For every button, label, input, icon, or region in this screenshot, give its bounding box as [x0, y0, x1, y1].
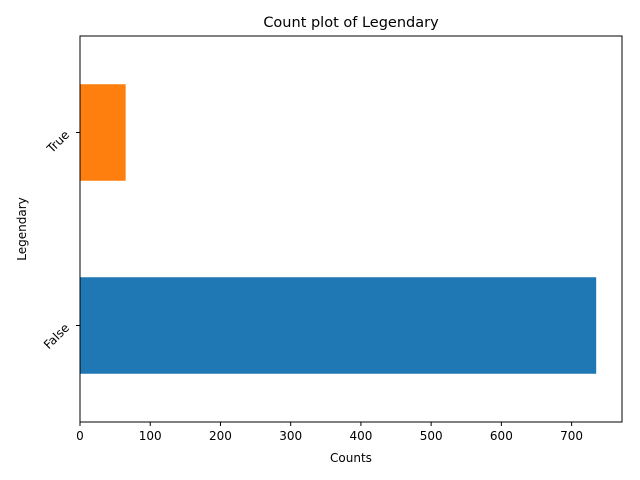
x-tick-label: 700 [560, 429, 583, 443]
x-tick-label: 100 [139, 429, 162, 443]
bars-group [80, 84, 597, 374]
x-tick-label: 400 [349, 429, 372, 443]
bar-true [80, 84, 126, 181]
chart-title: Count plot of Legendary [263, 15, 439, 31]
x-ticks-group: 0 100 200 300 400 500 600 700 [76, 422, 583, 443]
x-axis-label: Counts [330, 451, 372, 465]
bar-false [80, 277, 597, 374]
x-tick-label: 600 [490, 429, 513, 443]
y-axis-label: Legendary [15, 197, 29, 260]
x-tick-label: 200 [209, 429, 232, 443]
x-tick-label: 0 [76, 429, 84, 443]
x-tick-label: 300 [279, 429, 302, 443]
x-tick-label: 500 [420, 429, 443, 443]
plot-frame [79, 35, 623, 423]
